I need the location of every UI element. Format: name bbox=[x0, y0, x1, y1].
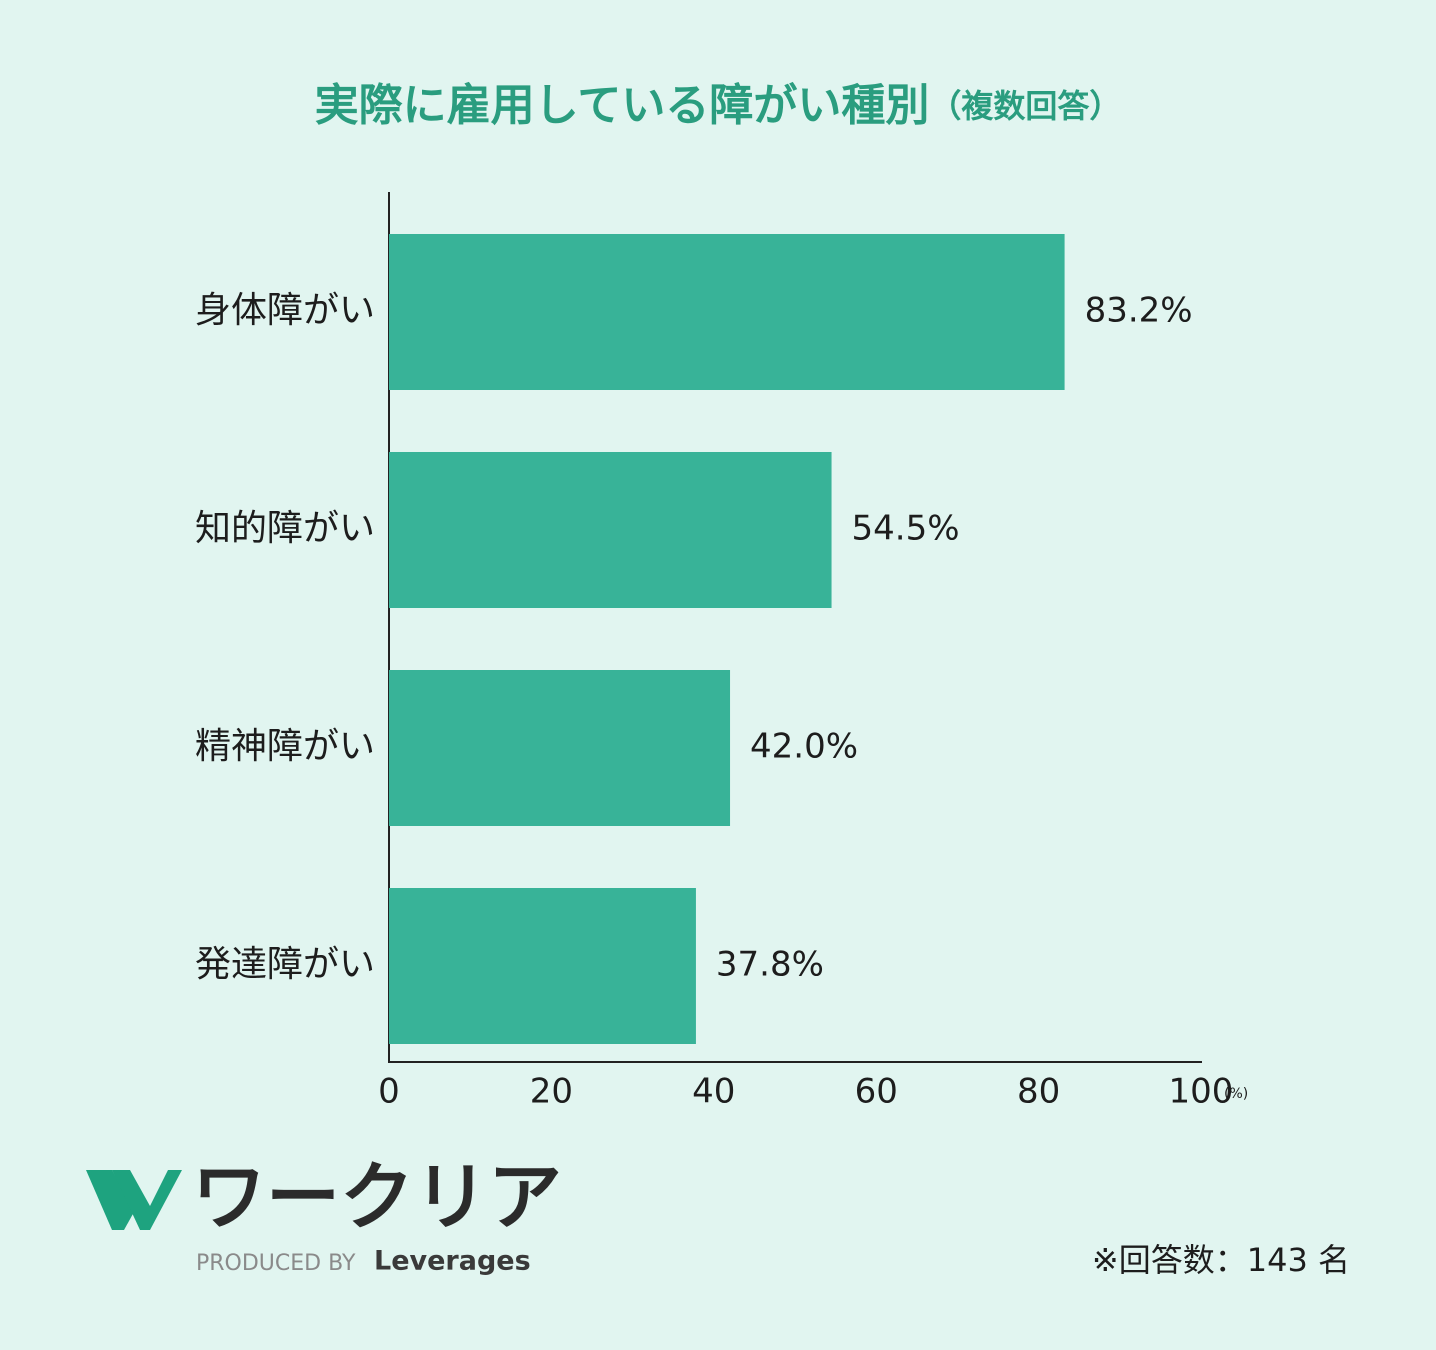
title-note: （複数回答） bbox=[929, 87, 1121, 125]
logo-company: Leverages bbox=[374, 1246, 531, 1277]
logo-produced: PRODUCED BY bbox=[196, 1251, 356, 1276]
bar bbox=[389, 452, 832, 608]
category-label: 精神障がい bbox=[195, 726, 375, 767]
logo-mark bbox=[112, 1170, 182, 1230]
bar bbox=[389, 888, 696, 1044]
value-label: 42.0% bbox=[750, 727, 858, 767]
x-tick-label: 60 bbox=[855, 1072, 898, 1112]
title-main: 実際に雇用している障がい種別 bbox=[315, 80, 930, 131]
x-unit: (%) bbox=[1224, 1086, 1248, 1102]
footnote: ※回答数：143 名 bbox=[1092, 1241, 1350, 1279]
x-tick-label: 80 bbox=[1017, 1072, 1060, 1112]
category-label: 発達障がい bbox=[195, 944, 375, 985]
category-label: 身体障がい bbox=[195, 290, 375, 331]
logo-name: ワークリア bbox=[192, 1155, 562, 1241]
logo-mark bbox=[86, 1170, 134, 1230]
x-tick-label: 100 bbox=[1169, 1072, 1234, 1112]
bar bbox=[389, 670, 731, 826]
x-tick-label: 40 bbox=[692, 1072, 735, 1112]
value-label: 83.2% bbox=[1085, 291, 1193, 331]
x-tick-label: 0 bbox=[378, 1072, 400, 1112]
bar bbox=[389, 234, 1065, 390]
value-label: 37.8% bbox=[716, 945, 824, 985]
category-label: 知的障がい bbox=[195, 508, 375, 549]
logo: ワークリア PRODUCED BY Leverages bbox=[86, 1155, 562, 1277]
value-label: 54.5% bbox=[852, 509, 960, 549]
x-tick-label: 20 bbox=[530, 1072, 573, 1112]
chart-title: 実際に雇用している障がい種別（複数回答） bbox=[315, 80, 1122, 131]
